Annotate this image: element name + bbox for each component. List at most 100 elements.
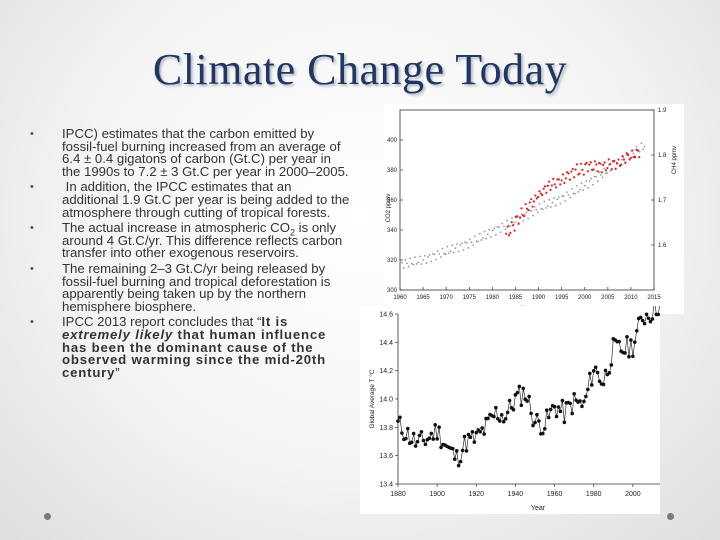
temperature-point [558,409,563,414]
ch4-point [560,179,563,182]
co2-point [491,229,494,232]
temperature-point [646,316,651,321]
temperature-point [584,394,588,399]
temperature-point [648,319,653,324]
temperature-point [644,312,649,317]
co2-point [441,247,444,250]
ch4-point [636,149,639,152]
co2-point [467,247,470,249]
temperature-point [537,419,541,423]
temperature-point [629,338,633,342]
co2-point [520,212,523,215]
co2-point [449,250,452,253]
ch4-point [510,221,513,224]
temperature-point [411,431,416,436]
bullet-dot-icon: • [30,316,34,329]
ch4-point [614,167,617,170]
bullet-list: • IPCC) estimates that the carbon emitted… [30,126,350,382]
co2-point [548,198,551,201]
temperature-point [439,445,443,450]
co2-point [481,237,484,239]
co2-point [525,211,528,214]
temperature-point [405,426,410,431]
co2-point [545,207,547,209]
temperature-point [570,411,574,416]
ch4-point [582,173,585,176]
ch4-point [602,163,605,166]
temperature-point [503,416,508,421]
co2-point [460,242,463,245]
co2-point [567,193,570,196]
co2-point [475,240,478,243]
ch4-point [527,208,530,212]
co2-point [549,206,552,208]
y-tick-label: 14.6 [379,312,393,319]
temperature-point [640,318,645,323]
co2-point [578,188,581,191]
ch4-point [599,162,602,165]
ch4-point [596,170,599,173]
co2-point [485,237,488,240]
temperature-point [642,321,647,326]
temperature-point [398,415,402,420]
temperature-point [556,405,561,409]
temperature-point [548,407,553,412]
temperature-point [435,437,439,441]
co2-point [595,175,597,178]
temperature-point [452,457,457,461]
ch4-point [604,169,608,172]
ch4-point [622,158,626,161]
co2-point [590,177,593,180]
ch4-point [513,229,516,232]
co2-point [557,196,560,199]
ch4-point [523,215,526,218]
co2-point [514,221,517,224]
bullet-dot-icon: • [30,128,34,140]
co2-point [532,214,534,217]
temperature-point [400,431,404,435]
co2-point [456,243,458,245]
co2-point [427,255,429,258]
x-tick-label: 2015 [647,295,661,301]
co2-point [470,241,473,244]
co2-point [566,191,568,194]
temperature-point [580,404,584,409]
temperature-point [562,420,567,425]
co2-point [596,180,599,183]
co2-point [554,204,557,207]
ch4-point [563,181,566,185]
ch4-point [585,161,588,165]
co2-point [443,252,446,255]
temperature-point [533,420,537,425]
temperature-point [456,463,461,468]
temperature-point [603,368,608,373]
ch4-point [589,161,592,164]
bullet-dot-icon: • [30,262,34,275]
co2-point [404,259,407,261]
temperature-point [429,431,434,436]
co2-point [412,263,415,266]
bullet-text: IPCC) estimates that the carbon emitted … [62,126,349,179]
x-tick-label: 1920 [468,491,484,498]
ch4-point [603,161,606,164]
co2-point [480,239,483,241]
ch4-point [546,184,549,187]
co2-point [454,247,457,250]
co2-point [588,180,591,182]
ch4-point [509,231,512,235]
co2-point [556,198,559,201]
co2-point [570,187,573,190]
temperature-point [623,351,627,355]
temperature-point [460,448,465,453]
co2-point [499,231,502,234]
bullet-text: The remaining 2–3 Gt.C/yr being released… [62,260,331,314]
x-tick-label: 1960 [393,295,407,301]
temperature-point [525,399,529,403]
temperature-point [572,392,576,396]
temperature-point [542,427,547,431]
ch4-point [543,185,547,188]
co2-point [464,241,467,244]
temperature-point [535,412,539,417]
x-tick-label: 1990 [532,295,546,301]
temperature-point [468,435,473,440]
